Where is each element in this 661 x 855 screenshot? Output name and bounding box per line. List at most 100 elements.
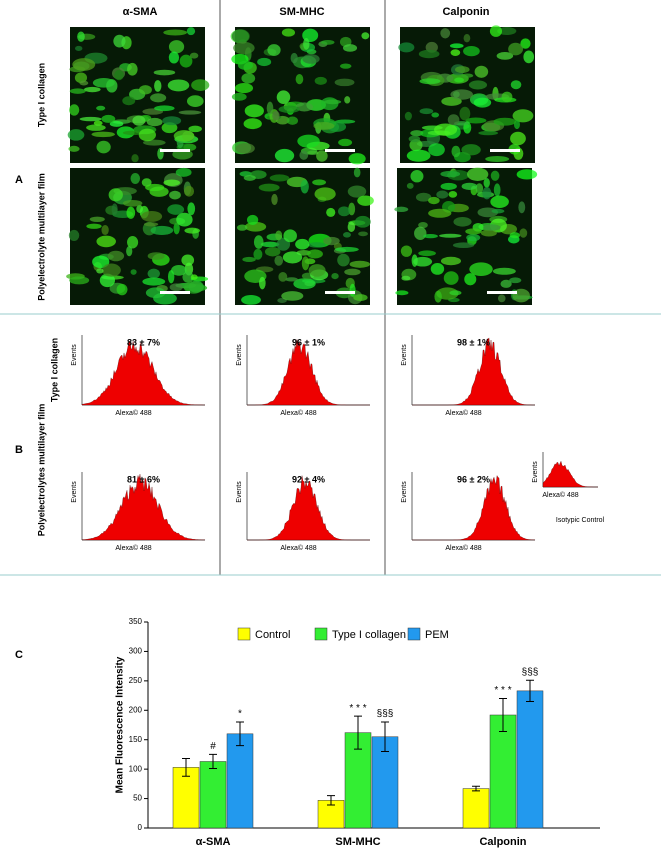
percentage: 81 ± 6% — [127, 474, 160, 484]
cell — [283, 229, 297, 243]
cell — [126, 246, 133, 257]
cell — [91, 131, 115, 138]
micrograph — [394, 167, 538, 305]
cell — [184, 185, 195, 197]
cell — [449, 43, 464, 49]
cell — [410, 170, 424, 183]
cell — [465, 117, 487, 124]
error-bar — [182, 758, 190, 777]
cell — [235, 143, 255, 154]
cell — [450, 49, 461, 57]
cell — [518, 201, 526, 214]
error-bar — [381, 721, 389, 752]
cell — [293, 278, 316, 290]
cell — [453, 216, 472, 227]
cell — [483, 177, 490, 188]
axis-label: Alexa© 488 — [280, 544, 316, 552]
bar — [516, 690, 544, 829]
cell — [231, 92, 247, 101]
cell — [452, 242, 475, 249]
cell — [443, 271, 459, 285]
percentage: 92 ± 4% — [292, 474, 325, 484]
cell — [93, 120, 103, 126]
cell — [483, 224, 501, 231]
percentage: 83 ± 7% — [127, 337, 160, 347]
cell — [122, 199, 143, 207]
axis-label: Events — [71, 481, 78, 503]
cell — [497, 27, 517, 36]
cell — [510, 80, 522, 90]
legend-swatch — [407, 627, 421, 641]
cell — [450, 89, 473, 100]
cell — [237, 60, 254, 71]
cell — [489, 25, 503, 37]
histogram — [542, 460, 598, 488]
cell — [419, 108, 434, 115]
percentage: 96 ± 1% — [292, 337, 325, 347]
cell — [150, 93, 167, 103]
cell — [269, 174, 290, 182]
cell — [512, 109, 534, 123]
cell — [145, 287, 166, 299]
cell — [439, 233, 462, 238]
axis-label: Alexa© 488 — [542, 491, 578, 499]
cell — [312, 179, 327, 186]
cell — [448, 191, 458, 198]
cell — [334, 246, 359, 252]
cell — [143, 139, 166, 146]
cell — [410, 130, 424, 137]
cell — [146, 117, 163, 127]
micrograph — [398, 25, 535, 163]
axis-label: Events — [532, 461, 539, 483]
error-bar — [236, 721, 244, 747]
cell — [138, 128, 156, 142]
cell — [243, 118, 262, 130]
scale-bar — [490, 149, 520, 152]
cell — [83, 86, 101, 93]
image-bg — [70, 168, 205, 305]
cell — [463, 45, 480, 57]
cell — [338, 138, 353, 147]
cell — [111, 203, 118, 216]
control-label: Isotypic Control — [556, 517, 605, 524]
cell — [440, 170, 461, 178]
cell — [510, 131, 526, 146]
cell — [89, 216, 105, 223]
cell — [143, 222, 159, 227]
cell — [451, 145, 461, 158]
cell — [69, 104, 80, 116]
cell — [163, 29, 188, 36]
cell — [74, 45, 83, 51]
cell — [480, 229, 497, 237]
cell — [183, 281, 204, 294]
cell — [236, 224, 248, 231]
percentage: 96 ± 2% — [457, 474, 490, 484]
error-bar — [499, 698, 507, 732]
cell — [353, 294, 368, 302]
cell — [278, 271, 288, 282]
cell — [275, 230, 283, 241]
cell — [141, 210, 163, 222]
cell — [520, 38, 531, 49]
cell — [114, 69, 124, 81]
cell — [101, 114, 116, 123]
cell — [398, 42, 415, 53]
cell — [464, 273, 477, 286]
scale-bar — [325, 291, 355, 294]
cell — [418, 49, 440, 59]
cell — [454, 77, 465, 83]
histogram — [247, 339, 370, 406]
cell — [276, 90, 291, 104]
cell — [253, 235, 264, 249]
axis-label: Events — [401, 481, 408, 503]
cell — [168, 40, 185, 54]
cell — [72, 58, 96, 71]
error-bar — [526, 679, 534, 702]
cell — [323, 236, 340, 246]
cell — [295, 73, 304, 85]
cell — [339, 63, 352, 69]
cell — [92, 255, 110, 269]
cell — [122, 130, 144, 136]
cell — [307, 242, 326, 248]
cell — [101, 263, 121, 277]
